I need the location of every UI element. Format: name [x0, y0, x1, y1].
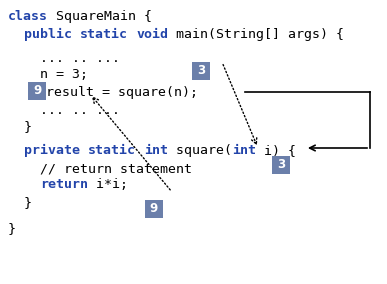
Text: static: static	[88, 144, 136, 157]
Text: main(String[] args) {: main(String[] args) {	[168, 28, 344, 41]
Text: int: int	[144, 144, 168, 157]
FancyBboxPatch shape	[192, 62, 210, 80]
Text: i*i;: i*i;	[88, 178, 128, 191]
Text: static: static	[80, 28, 128, 41]
Text: return: return	[40, 178, 88, 191]
Text: public: public	[24, 28, 72, 41]
Text: 3: 3	[277, 158, 285, 172]
Text: ... .. ...: ... .. ...	[40, 52, 120, 65]
Text: private: private	[24, 144, 80, 157]
Text: }: }	[24, 120, 32, 133]
Text: int: int	[232, 144, 256, 157]
Text: i) {: i) {	[256, 144, 296, 157]
Text: result = square(n);: result = square(n);	[46, 86, 198, 99]
Text: void: void	[136, 28, 168, 41]
Text: ... .. ...: ... .. ...	[40, 104, 120, 117]
Text: class: class	[8, 10, 48, 23]
Text: n = 3;: n = 3;	[40, 68, 88, 81]
Text: }: }	[8, 222, 16, 235]
Text: square(: square(	[168, 144, 232, 157]
Text: 3: 3	[197, 64, 205, 78]
FancyBboxPatch shape	[145, 200, 163, 218]
FancyBboxPatch shape	[28, 82, 46, 100]
Text: // return statement: // return statement	[40, 162, 192, 175]
Text: SquareMain {: SquareMain {	[48, 10, 152, 23]
Text: }: }	[24, 196, 32, 209]
FancyBboxPatch shape	[272, 156, 290, 174]
Text: 9: 9	[33, 85, 41, 97]
Text: 9: 9	[150, 202, 158, 216]
